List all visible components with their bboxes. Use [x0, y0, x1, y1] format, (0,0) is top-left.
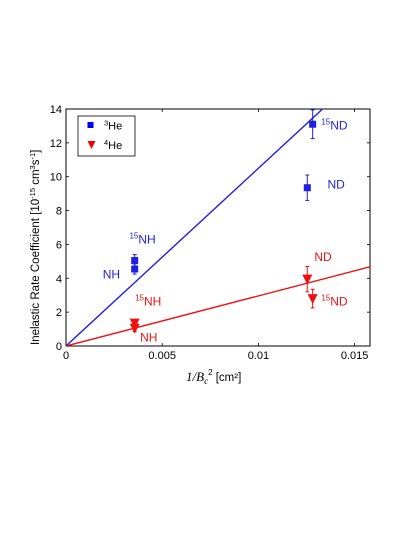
legend-label-4he: 4He	[104, 138, 122, 152]
axis-ticks: 0 0.005 0.01 0.015 0 2 4 6 8 10 12 14	[50, 104, 370, 362]
point-label: NH	[140, 331, 157, 345]
point-label: 15ND	[321, 293, 348, 308]
y-tick-label: 2	[56, 307, 62, 319]
y-axis-label: Inelastic Rate Coefficient [10-15 cm3s-1…	[28, 150, 42, 345]
point-label: 15NH	[135, 293, 161, 308]
data-point-triangle	[302, 274, 313, 285]
x-tick-label: 0	[63, 350, 69, 362]
legend-label-3he: 3He	[104, 119, 122, 133]
data-point-triangle	[129, 323, 140, 334]
point-labels: 15NH NH ND 15ND 15NH NH ND 15ND	[103, 118, 348, 345]
legend: 3He 4He	[77, 115, 136, 157]
point-label: 15NH	[129, 232, 155, 247]
y-tick-label: 8	[56, 206, 62, 218]
y-tick-label: 0	[56, 341, 62, 353]
data-point-square	[303, 184, 311, 192]
x-tick-label: 0.015	[341, 350, 369, 362]
point-label: ND	[327, 178, 345, 192]
data-point-square	[131, 257, 139, 265]
y-tick-label: 4	[56, 273, 62, 285]
data-point-triangle	[307, 294, 318, 305]
x-tick-label: 0.01	[248, 350, 269, 362]
y-tick-label: 10	[50, 172, 62, 184]
y-tick-label: 6	[56, 239, 62, 251]
x-tick-label: 0.005	[148, 350, 176, 362]
legend-marker-square	[87, 122, 94, 128]
x-axis-label: 1/Bc2 [cm²]	[186, 368, 241, 386]
point-label: 15ND	[321, 118, 348, 133]
data-point-triangle	[129, 318, 140, 329]
point-label: NH	[103, 268, 120, 282]
y-tick-label: 12	[50, 138, 62, 150]
data-point-square	[131, 265, 139, 273]
point-label: ND	[314, 250, 332, 264]
data-point-square	[309, 120, 317, 128]
legend-marker-triangle	[87, 141, 96, 149]
fit-line-4he	[66, 266, 370, 346]
fit-line-3he	[66, 109, 324, 346]
y-tick-label: 14	[50, 104, 62, 116]
data-points	[129, 109, 318, 334]
fit-lines	[66, 109, 370, 346]
